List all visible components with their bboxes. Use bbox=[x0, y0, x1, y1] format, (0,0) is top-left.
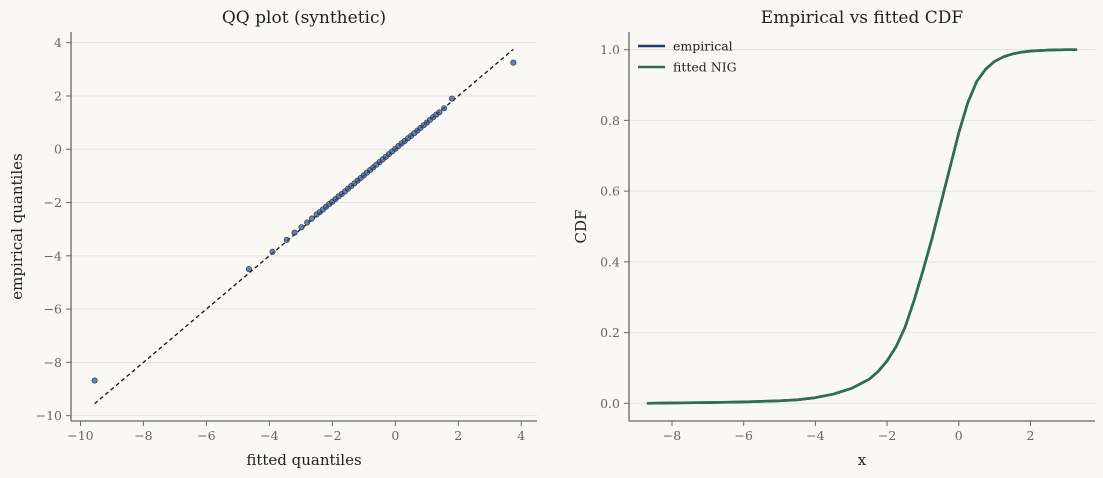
qq-point bbox=[441, 105, 448, 112]
qq-point bbox=[436, 109, 443, 116]
cdf-x-tick-label: 2 bbox=[1027, 428, 1035, 443]
cdf-y-ticks: 0.0 0.2 0.4 0.6 0.8 1.0 bbox=[600, 42, 629, 411]
qq-point bbox=[308, 215, 315, 222]
qq-point bbox=[304, 219, 311, 226]
cdf-y-tick-label: 0.6 bbox=[600, 184, 620, 199]
qq-y-tick-label: −2 bbox=[44, 195, 62, 210]
cdf-legend: empirical fitted NIG bbox=[638, 39, 737, 75]
qq-x-tick-label: 2 bbox=[454, 428, 462, 443]
cdf-y-axis-label: CDF bbox=[572, 210, 590, 244]
legend-label-empirical: empirical bbox=[673, 39, 733, 54]
cdf-x-tick-label: −8 bbox=[663, 428, 681, 443]
qq-x-ticks: −10 −8 −6 −4 −2 0 2 4 bbox=[67, 421, 525, 443]
qq-x-tick-label: 4 bbox=[517, 428, 525, 443]
cdf-x-tick-label: −2 bbox=[878, 428, 896, 443]
qq-y-tick-label: −4 bbox=[44, 248, 62, 263]
cdf-y-tick-label: 0.2 bbox=[600, 325, 620, 340]
cdf-y-tick-label: 0.8 bbox=[600, 113, 620, 128]
cdf-x-tick-label: −6 bbox=[734, 428, 752, 443]
qq-point bbox=[283, 236, 290, 243]
qq-chart-title: QQ plot (synthetic) bbox=[222, 8, 386, 28]
cdf-x-tick-label: 0 bbox=[955, 428, 963, 443]
qq-x-tick-label: −4 bbox=[260, 428, 278, 443]
cdf-chart-title: Empirical vs fitted CDF bbox=[761, 8, 964, 28]
qq-point bbox=[510, 59, 517, 66]
cdf-y-tick-label: 1.0 bbox=[600, 42, 620, 57]
qq-plot-panel: −10 −8 −6 −4 −2 0 2 4 −10 −8 −6 −4 −2 0 2 4 QQ plot (s… bbox=[8, 8, 537, 469]
qq-y-tick-label: 0 bbox=[54, 142, 62, 157]
cdf-x-tick-label: −4 bbox=[806, 428, 824, 443]
qq-y-tick-label: −8 bbox=[44, 355, 62, 370]
qq-point bbox=[291, 229, 298, 236]
qq-x-tick-label: −10 bbox=[67, 428, 93, 443]
qq-y-axis-label: empirical quantiles bbox=[8, 153, 26, 299]
qq-y-tick-label: −6 bbox=[44, 302, 62, 317]
qq-y-tick-label: 4 bbox=[54, 35, 62, 50]
cdf-y-tick-label: 0.4 bbox=[600, 254, 620, 269]
cdf-x-axis-label: x bbox=[858, 451, 867, 469]
qq-y-tick-label: 2 bbox=[54, 88, 62, 103]
legend-label-fitted-nig: fitted NIG bbox=[673, 60, 737, 75]
qq-x-tick-label: −6 bbox=[197, 428, 215, 443]
cdf-x-ticks: −8 −6 −4 −2 0 2 bbox=[663, 421, 1035, 443]
qq-x-tick-label: −2 bbox=[323, 428, 341, 443]
qq-points bbox=[91, 59, 517, 384]
qq-grid bbox=[71, 42, 537, 417]
qq-y-tick-label: −10 bbox=[36, 408, 62, 423]
cdf-line-fitted-nig bbox=[646, 48, 1078, 405]
qq-point bbox=[269, 248, 276, 255]
qq-x-tick-label: −8 bbox=[134, 428, 152, 443]
qq-point bbox=[448, 95, 455, 102]
cdf-y-tick-label: 0.0 bbox=[600, 396, 620, 411]
cdf-line-empirical bbox=[646, 48, 1078, 405]
cdf-plot-panel: −8 −6 −4 −2 0 2 0.0 0.2 0.4 0.6 0.8 1.0 Empirical … bbox=[572, 8, 1095, 469]
qq-point bbox=[298, 224, 305, 231]
cdf-grid bbox=[629, 49, 1095, 404]
qq-point bbox=[91, 377, 98, 384]
qq-x-tick-label: 0 bbox=[391, 428, 399, 443]
qq-point bbox=[245, 266, 252, 273]
qq-y-ticks: −10 −8 −6 −4 −2 0 2 4 bbox=[36, 35, 71, 423]
qq-x-axis-label: fitted quantiles bbox=[246, 451, 361, 469]
